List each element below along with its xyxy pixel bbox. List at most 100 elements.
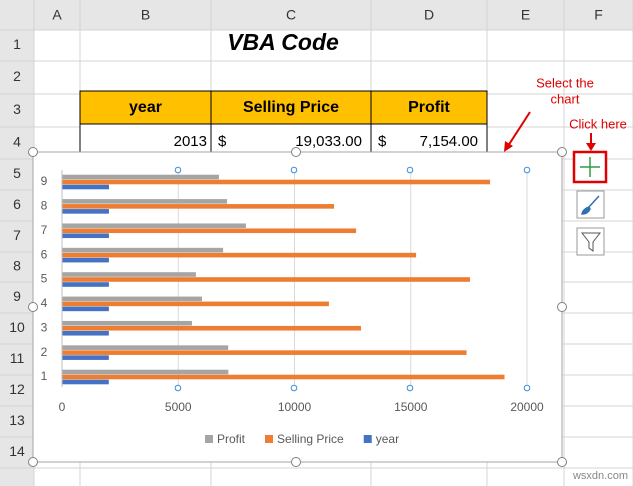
- bar: [62, 247, 224, 253]
- bar: [62, 228, 357, 234]
- plus-icon: [580, 157, 600, 177]
- bar: [62, 282, 109, 287]
- annotation-text: Click here: [569, 116, 627, 131]
- bar: [62, 325, 361, 331]
- series-selection-marker: [523, 384, 531, 392]
- legend-swatch: [363, 435, 372, 443]
- bar: [62, 209, 109, 214]
- table-header-text: Selling Price: [243, 99, 339, 116]
- bar: [62, 355, 109, 360]
- row-header: 13: [9, 412, 25, 428]
- annotation-text: chart: [551, 91, 580, 106]
- x-tick-label: 0: [59, 400, 66, 414]
- bar: [62, 350, 467, 355]
- resize-handle[interactable]: [557, 147, 567, 157]
- table-header-cell: [370, 90, 488, 125]
- chart[interactable]: 0 5000 10000 15000 20000 1 2 3 4 5 6 7 8 9 Profit Selli…: [28, 147, 567, 467]
- resize-handle[interactable]: [291, 457, 301, 467]
- bar: [62, 257, 109, 263]
- filter-icon: [580, 232, 602, 252]
- table-cell-text: 7,154.00: [420, 133, 478, 150]
- bar: [62, 306, 109, 312]
- resize-handle[interactable]: [557, 457, 567, 467]
- table-header-text: Profit: [408, 99, 450, 116]
- series-selection-marker: [174, 384, 182, 392]
- column-header: C: [286, 7, 296, 23]
- row-header: 1: [13, 36, 21, 52]
- y-tick-label: 5: [41, 272, 48, 286]
- bar: [62, 369, 229, 375]
- legend-swatch: [205, 435, 213, 443]
- table-cell-text: 2013: [174, 133, 207, 150]
- annotation-text: Select the: [536, 75, 594, 90]
- resize-handle[interactable]: [28, 147, 38, 157]
- bar: [62, 301, 329, 307]
- bar: [62, 374, 505, 380]
- resize-handle[interactable]: [28, 302, 38, 312]
- column-header: F: [594, 7, 603, 23]
- table-cell-text: $: [378, 133, 387, 150]
- column-header-bar: [0, 0, 633, 30]
- y-tick-label: 3: [41, 320, 48, 334]
- row-header: 9: [13, 288, 21, 304]
- bar: [62, 223, 246, 229]
- series-selection-marker: [174, 166, 182, 174]
- x-tick-label: 5000: [165, 400, 192, 414]
- column-header: D: [424, 7, 434, 23]
- annotation-arrow: [507, 111, 531, 147]
- row-header: 8: [13, 258, 21, 274]
- table-cell-text: $: [218, 133, 227, 150]
- bar: [62, 379, 109, 385]
- y-tick-label: 9: [41, 174, 48, 188]
- resize-handle[interactable]: [28, 457, 38, 467]
- chart-area: [32, 151, 563, 463]
- row-header: 2: [13, 68, 21, 84]
- table-header-cell: [210, 90, 372, 125]
- table-header-text: year: [129, 99, 162, 116]
- y-tick-label: 2: [41, 345, 48, 359]
- row-header: 11: [10, 350, 25, 366]
- legend-label: Selling Price: [277, 432, 344, 446]
- bar: [62, 179, 491, 185]
- brush-icon: [581, 195, 600, 215]
- watermark: wsxdn.com: [572, 470, 628, 482]
- y-tick-label: 8: [41, 199, 48, 213]
- legend-label: Profit: [217, 432, 246, 446]
- legend-swatch: [265, 435, 274, 443]
- row-header: 4: [13, 134, 21, 150]
- bar: [62, 252, 417, 258]
- bar: [62, 204, 335, 209]
- y-tick-label: 7: [41, 223, 48, 237]
- column-header: A: [52, 7, 62, 23]
- x-tick-label: 10000: [278, 400, 312, 414]
- row-header: 10: [9, 319, 25, 335]
- bar: [62, 320, 192, 326]
- bar: [62, 277, 471, 282]
- resize-handle[interactable]: [557, 302, 567, 312]
- bar: [62, 296, 202, 302]
- bar: [62, 272, 196, 277]
- y-tick-label: 4: [41, 296, 48, 310]
- row-header: 6: [13, 196, 21, 212]
- x-tick-label: 20000: [510, 400, 544, 414]
- series-selection-marker: [290, 166, 298, 174]
- series-selection-marker: [523, 166, 531, 174]
- row-header-bar: [0, 30, 34, 486]
- series-selection-marker: [406, 384, 414, 392]
- column-header: E: [521, 7, 530, 23]
- y-tick-label: 1: [41, 369, 48, 383]
- bar: [62, 184, 109, 190]
- row-header: 14: [9, 443, 25, 459]
- series-selection-marker: [290, 384, 298, 392]
- bar: [62, 199, 228, 204]
- chart-filters-button[interactable]: [576, 227, 605, 256]
- x-tick-label: 15000: [394, 400, 428, 414]
- row-header: 3: [13, 101, 21, 117]
- legend-label: year: [376, 432, 399, 446]
- bar: [62, 233, 109, 239]
- bar: [62, 345, 229, 350]
- resize-handle[interactable]: [291, 147, 301, 157]
- row-header: 7: [13, 227, 21, 243]
- row-header: 12: [9, 381, 25, 397]
